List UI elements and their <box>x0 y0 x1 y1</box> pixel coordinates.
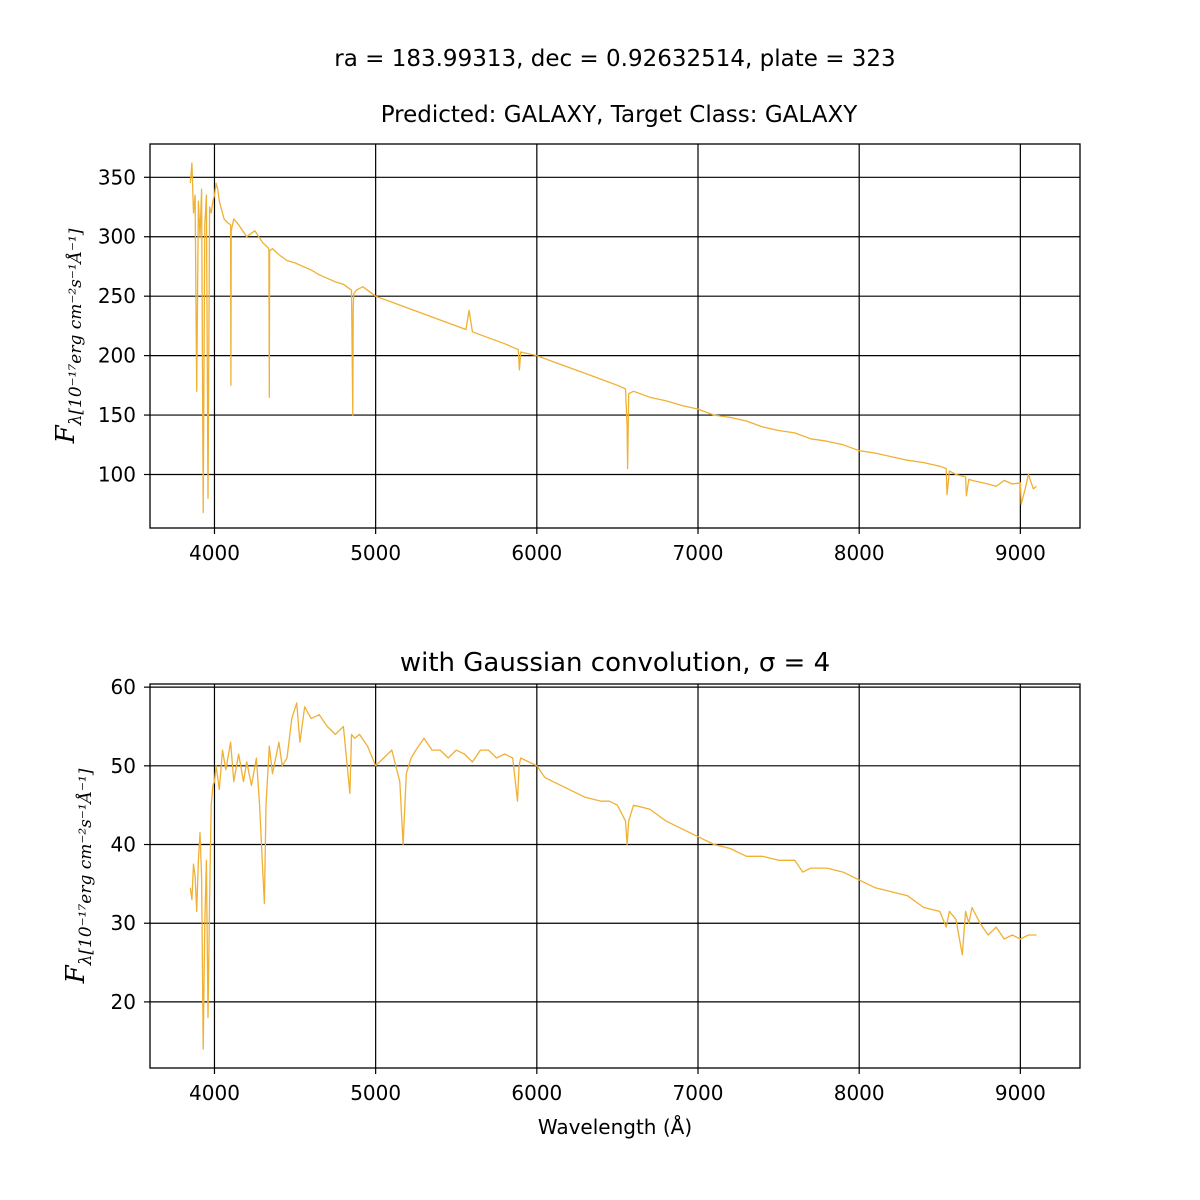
x-tick-label: 4000 <box>189 541 240 565</box>
bottom-ylabel-main: F <box>61 964 91 984</box>
y-tick-label: 150 <box>98 403 136 427</box>
top-spectrum-panel: Predicted: GALAXY, Target Class: GALAXY … <box>51 102 1081 565</box>
x-tick-label: 9000 <box>995 541 1046 565</box>
bottom-panel-title: with Gaussian convolution, σ = 4 <box>400 648 830 678</box>
x-tick-label: 8000 <box>834 541 885 565</box>
top-gridlines <box>150 144 1080 528</box>
y-tick-label: 100 <box>98 463 136 487</box>
x-tick-label: 5000 <box>350 541 401 565</box>
x-tick-label: 6000 <box>511 1081 562 1105</box>
top-ticks: 4000 5000 6000 7000 8000 9000 100 150 200 250 300 3… <box>98 165 1046 565</box>
y-tick-label: 40 <box>111 833 136 857</box>
top-panel-title: Predicted: GALAXY, Target Class: GALAXY <box>381 102 859 128</box>
x-tick-label: 9000 <box>995 1081 1046 1105</box>
y-tick-label: 50 <box>111 754 136 778</box>
x-tick-label: 7000 <box>673 541 724 565</box>
x-tick-label: 4000 <box>189 1081 240 1105</box>
x-tick-label: 5000 <box>350 1081 401 1105</box>
bottom-series-group <box>189 702 1037 1050</box>
spectrum-line <box>189 162 1037 514</box>
top-ylabel-sub: λ[10⁻¹⁷erg cm⁻²s⁻¹Å⁻¹] <box>65 228 86 426</box>
top-plot-frame <box>149 143 1081 529</box>
x-tick-label: 8000 <box>834 1081 885 1105</box>
top-series-group <box>189 162 1037 514</box>
y-tick-label: 300 <box>98 225 136 249</box>
x-tick-label: 7000 <box>673 1081 724 1105</box>
y-tick-label: 350 <box>98 165 136 189</box>
y-tick-label: 20 <box>111 990 136 1014</box>
y-tick-label: 30 <box>111 911 136 935</box>
bottom-gridlines <box>150 684 1080 1068</box>
bottom-y-axis-label: Fλ[10⁻¹⁷erg cm⁻²s⁻¹Å⁻¹] <box>61 768 96 984</box>
y-tick-label: 250 <box>98 284 136 308</box>
top-ylabel-main: F <box>51 424 81 444</box>
y-tick-label: 60 <box>111 675 136 699</box>
x-axis-label: Wavelength (Å) <box>538 1115 692 1139</box>
bottom-ylabel-sub: λ[10⁻¹⁷erg cm⁻²s⁻¹Å⁻¹] <box>75 768 96 966</box>
x-tick-label: 6000 <box>511 541 562 565</box>
bottom-ticks: 4000 5000 6000 7000 8000 9000 20 30 40 50 60 <box>111 675 1046 1105</box>
figure-suptitle: ra = 183.99313, dec = 0.92632514, plate … <box>334 46 895 72</box>
y-tick-label: 200 <box>98 344 136 368</box>
top-y-axis-label: Fλ[10⁻¹⁷erg cm⁻²s⁻¹Å⁻¹] <box>51 228 86 444</box>
bottom-spectrum-panel: with Gaussian convolution, σ = 4 4000 500… <box>61 648 1081 1139</box>
spectrum-line <box>189 702 1037 1050</box>
bottom-plot-frame <box>149 683 1081 1069</box>
